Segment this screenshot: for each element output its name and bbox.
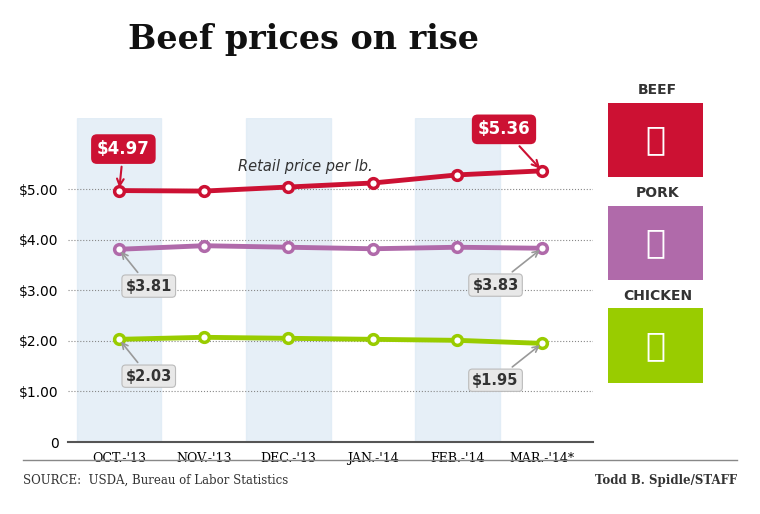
Text: BEEF: BEEF: [638, 83, 677, 97]
Text: $3.81: $3.81: [122, 253, 172, 293]
Text: Beef prices on rise: Beef prices on rise: [128, 23, 480, 56]
Text: CHICKEN: CHICKEN: [623, 288, 692, 303]
Bar: [246, 118, 331, 442]
Text: Retail price per lb.: Retail price per lb.: [238, 159, 372, 174]
Text: $5.36: $5.36: [478, 120, 539, 167]
Text: $3.83: $3.83: [473, 251, 538, 292]
Text: 🐔: 🐔: [645, 329, 666, 362]
Text: $4.97: $4.97: [97, 140, 150, 186]
Text: Todd B. Spidle/STAFF: Todd B. Spidle/STAFF: [595, 474, 737, 487]
Text: $2.03: $2.03: [122, 343, 172, 383]
Text: $1.95: $1.95: [473, 346, 538, 388]
Text: 🐄: 🐄: [645, 123, 666, 157]
Text: 🐖: 🐖: [645, 226, 666, 260]
Bar: [415, 118, 500, 442]
Bar: [77, 118, 161, 442]
Text: SOURCE:  USDA, Bureau of Labor Statistics: SOURCE: USDA, Bureau of Labor Statistics: [23, 474, 288, 487]
Text: PORK: PORK: [635, 186, 679, 200]
